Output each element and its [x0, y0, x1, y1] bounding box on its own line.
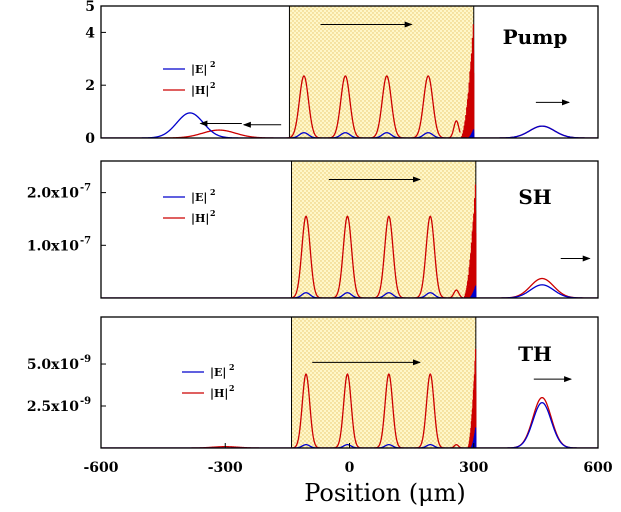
- y-tick-exponent: -7: [80, 183, 91, 194]
- structure-region: [291, 316, 477, 449]
- legend-label: |E|: [191, 63, 207, 76]
- legend-sup: 2: [229, 383, 235, 393]
- y-tick-label: 2: [85, 78, 95, 94]
- x-tick-label: 300: [459, 460, 488, 476]
- x-tick-label: 0: [345, 460, 355, 476]
- legend-label: |H|: [191, 212, 209, 225]
- structure-region: [288, 5, 475, 139]
- legend-sup: 2: [210, 187, 216, 197]
- legend-label: |H|: [210, 387, 228, 400]
- axes-frame: [100, 5, 599, 139]
- axes-frame: [100, 160, 599, 299]
- x-tick-label: 600: [583, 460, 612, 476]
- panel-label: Pump: [503, 25, 568, 49]
- x-axis-label: Position (μm): [304, 479, 466, 507]
- y-tick-label: 1.0x10: [27, 238, 79, 254]
- legend-sup: 2: [210, 80, 216, 90]
- legend-label: |H|: [191, 84, 209, 97]
- y-tick-label: 5.0x10: [27, 357, 79, 373]
- x-tick-label: -600: [83, 460, 118, 476]
- panel-1: 1.0x10 -72.0x10 -7|E| 2|H| 2SH: [27, 160, 599, 299]
- panel-label: TH: [518, 342, 552, 366]
- legend-sup: 2: [210, 59, 216, 69]
- legend-label: |E|: [210, 366, 226, 379]
- y-tick-exponent: -9: [80, 354, 91, 365]
- panel-2: 2.5x10 -95.0x10 -9-600 -300 0 300 600|E| 2|H| 2T…: [27, 316, 613, 476]
- y-tick-label: 2.0x10: [27, 186, 79, 202]
- y-tick-exponent: -9: [80, 396, 91, 407]
- y-tick-label: 2.5x10: [27, 399, 79, 415]
- panel-label: SH: [518, 185, 551, 209]
- y-tick-exponent: -7: [80, 235, 91, 246]
- legend-sup: 2: [229, 362, 235, 372]
- y-tick-label: 0: [85, 131, 95, 147]
- y-tick-label: 5: [85, 0, 95, 15]
- y-tick-label: 4: [85, 25, 95, 41]
- x-tick-label: -300: [208, 460, 243, 476]
- structure-region: [291, 160, 477, 299]
- legend-label: |E|: [191, 191, 207, 204]
- legend-sup: 2: [210, 208, 216, 218]
